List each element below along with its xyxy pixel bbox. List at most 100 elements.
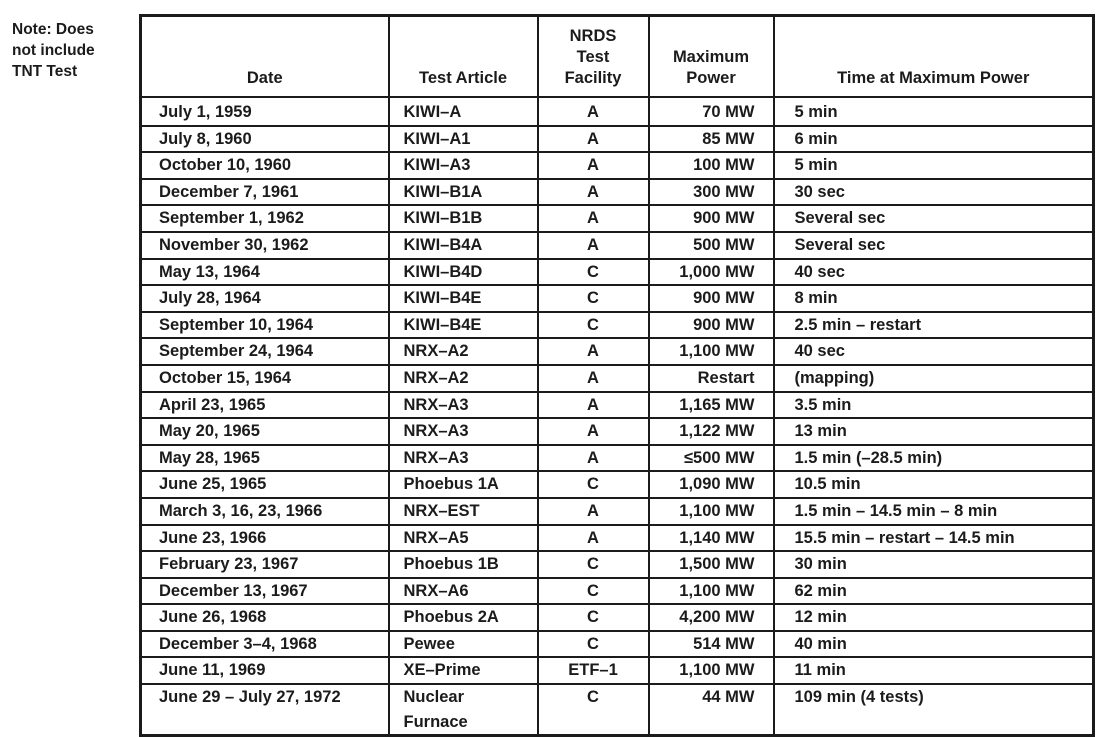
cell-test-article: KIWI–B4E [387, 284, 539, 313]
cell-max-power: 1,100 MW [647, 656, 775, 686]
cell-test-article: KIWI–A3 [387, 151, 539, 180]
nuclear-test-history-table: Date Test Article NRDS Test Facility Max… [139, 14, 1095, 737]
cell-max-power: ≤500 MW [647, 443, 775, 473]
cell-date: June 29 – July 27, 1972 [139, 683, 390, 737]
table-row: December 3–4, 1968 Pewee C 514 MW 40 min [139, 629, 1095, 659]
cell-nrds-facility: C [536, 470, 650, 499]
cell-max-power: 70 MW [647, 96, 775, 127]
table-row: April 23, 1965 NRX–A3 A 1,165 MW 3.5 min [139, 390, 1095, 420]
cell-nrds-facility: A [536, 230, 650, 260]
table-row: December 7, 1961 KIWI–B1A A 300 MW 30 se… [139, 177, 1095, 207]
cell-nrds-facility: A [536, 496, 650, 526]
cell-max-power: 500 MW [647, 230, 775, 260]
cell-date: December 7, 1961 [139, 177, 390, 207]
table-row: June 26, 1968 Phoebus 2A C 4,200 MW 12 m… [139, 603, 1095, 632]
cell-nrds-facility: C [536, 550, 650, 579]
table-row: May 13, 1964 KIWI–B4D C 1,000 MW 40 sec [139, 257, 1095, 287]
cell-max-power: 1,000 MW [647, 257, 775, 287]
cell-max-power: 4,200 MW [647, 603, 775, 632]
column-header-nrds-facility: NRDS Test Facility [536, 14, 650, 98]
cell-nrds-facility: ETF–1 [536, 656, 650, 686]
cell-date: June 26, 1968 [139, 603, 390, 632]
cell-time-at-power: 1.5 min (–28.5 min) [772, 443, 1095, 473]
table-row: November 30, 1962 KIWI–B4A A 500 MW Seve… [139, 230, 1095, 260]
cell-date: May 28, 1965 [139, 443, 390, 473]
table-header: Date Test Article NRDS Test Facility Max… [139, 14, 1095, 98]
cell-nrds-facility: C [536, 310, 650, 340]
column-header-time-at-power: Time at Maximum Power [772, 14, 1095, 98]
cell-max-power: 1,500 MW [647, 550, 775, 579]
table-row: September 10, 1964 KIWI–B4E C 900 MW 2.5… [139, 310, 1095, 340]
cell-date: September 24, 1964 [139, 337, 390, 366]
table-row: September 1, 1962 KIWI–B1B A 900 MW Seve… [139, 204, 1095, 233]
cell-test-article: Phoebus 1B [387, 550, 539, 579]
cell-nrds-facility: A [536, 337, 650, 366]
cell-time-at-power: 5 min [772, 96, 1095, 127]
cell-max-power: 100 MW [647, 151, 775, 180]
cell-date: June 11, 1969 [139, 656, 390, 686]
cell-date: May 13, 1964 [139, 257, 390, 287]
cell-test-article: KIWI–B4D [387, 257, 539, 287]
cell-time-at-power: (mapping) [772, 363, 1095, 393]
cell-time-at-power: 10.5 min [772, 470, 1095, 499]
cell-nrds-facility: A [536, 523, 650, 553]
cell-test-article: NRX–EST [387, 496, 539, 526]
cell-nrds-facility: A [536, 124, 650, 154]
cell-time-at-power: Several sec [772, 230, 1095, 260]
cell-date: June 25, 1965 [139, 470, 390, 499]
cell-nrds-facility: C [536, 683, 650, 737]
cell-max-power: 900 MW [647, 284, 775, 313]
cell-date: February 23, 1967 [139, 550, 390, 579]
cell-test-article: KIWI–B4A [387, 230, 539, 260]
note-text: Note: Does not include TNT Test [12, 21, 95, 80]
table-row: May 20, 1965 NRX–A3 A 1,122 MW 13 min [139, 417, 1095, 446]
table-row: October 15, 1964 NRX–A2 A Restart (mappi… [139, 363, 1095, 393]
cell-nrds-facility: C [536, 576, 650, 606]
cell-test-article: KIWI–B1A [387, 177, 539, 207]
cell-time-at-power: 5 min [772, 151, 1095, 180]
cell-test-article: KIWI–B1B [387, 204, 539, 233]
column-header-date: Date [139, 14, 390, 98]
cell-max-power: 85 MW [647, 124, 775, 154]
cell-date: May 20, 1965 [139, 417, 390, 446]
cell-nrds-facility: C [536, 629, 650, 659]
cell-max-power: 300 MW [647, 177, 775, 207]
cell-date: July 28, 1964 [139, 284, 390, 313]
cell-test-article: NRX–A5 [387, 523, 539, 553]
cell-nrds-facility: A [536, 151, 650, 180]
header-row: Date Test Article NRDS Test Facility Max… [139, 14, 1095, 98]
table-row: July 28, 1964 KIWI–B4E C 900 MW 8 min [139, 284, 1095, 313]
column-header-max-power: Maximum Power [647, 14, 775, 98]
cell-max-power: 1,165 MW [647, 390, 775, 420]
cell-date: March 3, 16, 23, 1966 [139, 496, 390, 526]
cell-max-power: 1,100 MW [647, 576, 775, 606]
cell-time-at-power: 62 min [772, 576, 1095, 606]
cell-time-at-power: 13 min [772, 417, 1095, 446]
cell-time-at-power: 3.5 min [772, 390, 1095, 420]
cell-date: December 13, 1967 [139, 576, 390, 606]
cell-max-power: 44 MW [647, 683, 775, 737]
cell-test-article: NRX–A6 [387, 576, 539, 606]
cell-test-article: XE–Prime [387, 656, 539, 686]
cell-time-at-power: 11 min [772, 656, 1095, 686]
cell-max-power: Restart [647, 363, 775, 393]
cell-date: September 1, 1962 [139, 204, 390, 233]
cell-max-power: 1,140 MW [647, 523, 775, 553]
table-body: July 1, 1959 KIWI–A A 70 MW 5 min July 8… [139, 96, 1095, 737]
cell-time-at-power: 8 min [772, 284, 1095, 313]
table-row: September 24, 1964 NRX–A2 A 1,100 MW 40 … [139, 337, 1095, 366]
cell-time-at-power: 2.5 min – restart [772, 310, 1095, 340]
table-row: July 8, 1960 KIWI–A1 A 85 MW 6 min [139, 124, 1095, 154]
cell-max-power: 1,100 MW [647, 337, 775, 366]
table-row: October 10, 1960 KIWI–A3 A 100 MW 5 min [139, 151, 1095, 180]
cell-time-at-power: 40 min [772, 629, 1095, 659]
table-row: June 11, 1969 XE–Prime ETF–1 1,100 MW 11… [139, 656, 1095, 686]
cell-time-at-power: 30 min [772, 550, 1095, 579]
table-row: June 23, 1966 NRX–A5 A 1,140 MW 15.5 min… [139, 523, 1095, 553]
cell-time-at-power: 12 min [772, 603, 1095, 632]
cell-test-article: Nuclear Furnace [387, 683, 539, 737]
cell-test-article: NRX–A2 [387, 363, 539, 393]
cell-time-at-power: Several sec [772, 204, 1095, 233]
cell-max-power: 1,090 MW [647, 470, 775, 499]
cell-time-at-power: 109 min (4 tests) [772, 683, 1095, 737]
